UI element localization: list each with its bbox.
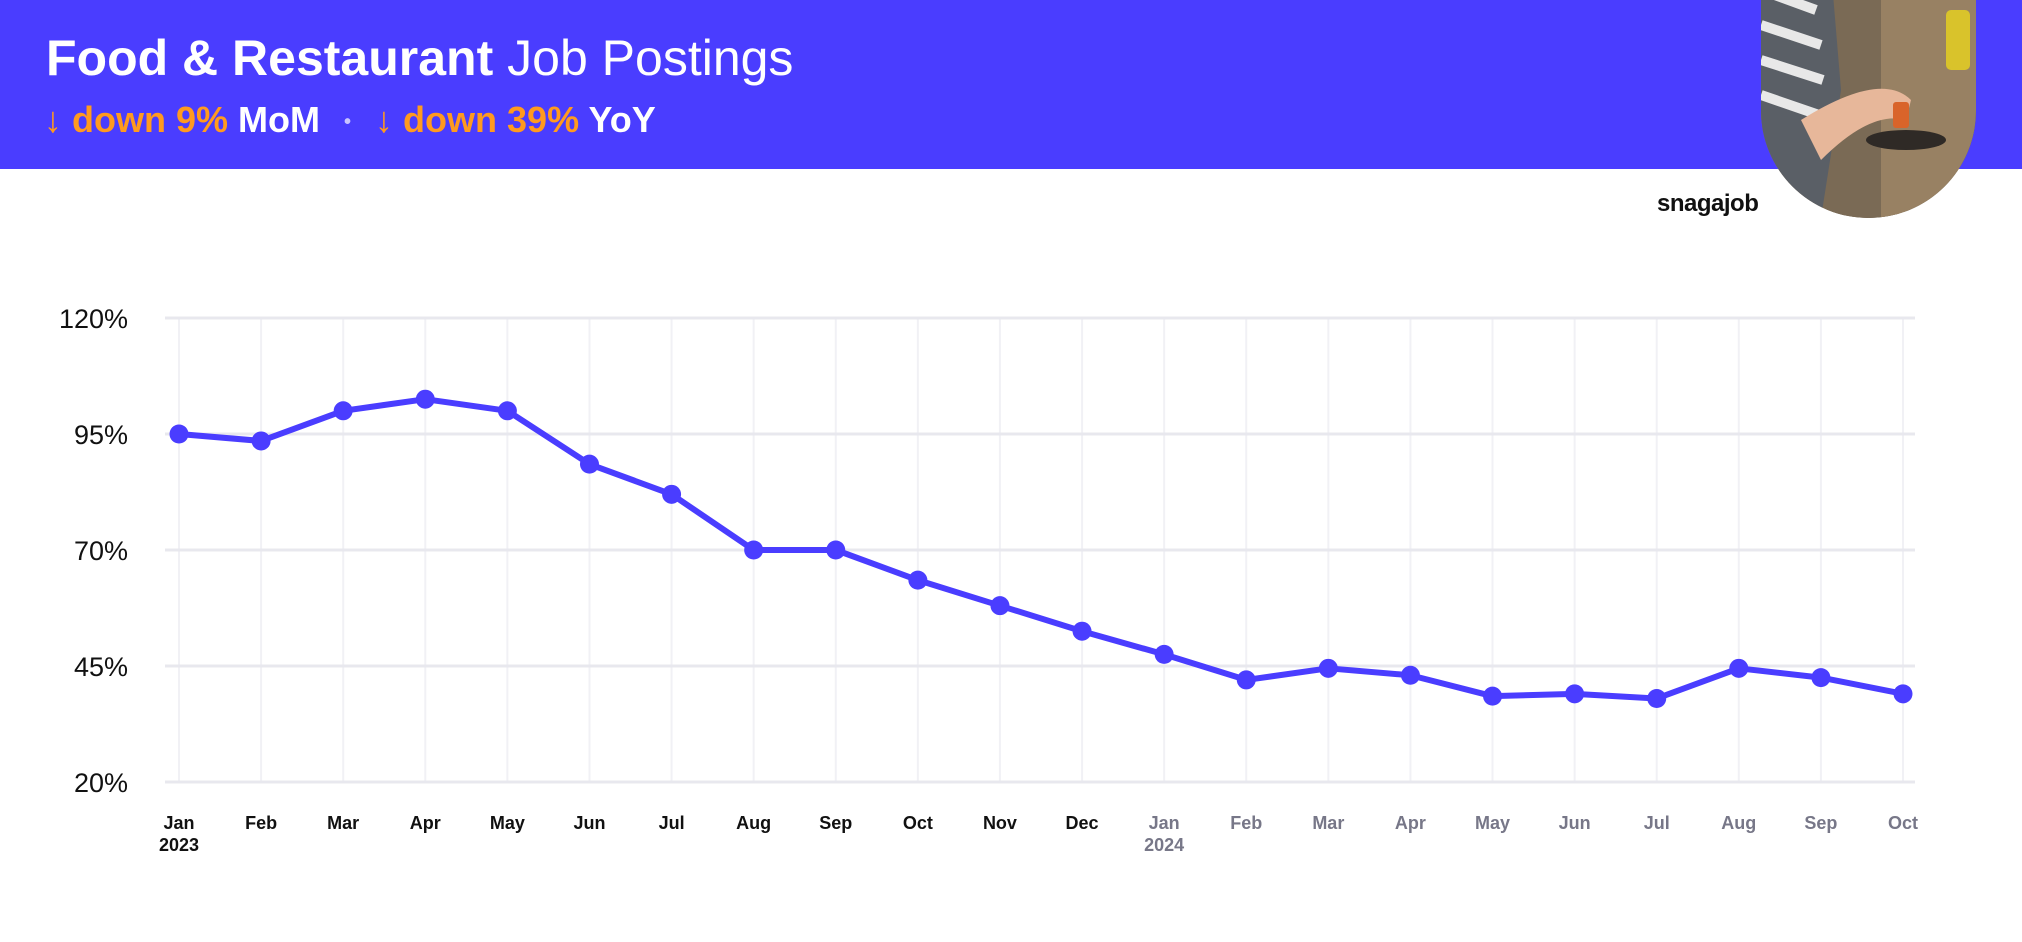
x-tick-label: Jan [1149,813,1180,833]
data-point [1893,684,1913,704]
data-point [1072,621,1092,641]
data-point [1811,668,1831,688]
data-point [1483,686,1503,706]
data-point [1565,684,1585,704]
x-tick-label: Apr [410,813,441,833]
data-point [908,570,928,590]
x-year-label: 2024 [1144,835,1184,855]
data-point [1400,665,1420,685]
x-tick-label: Feb [1230,813,1262,833]
x-year-label: 2023 [159,835,199,855]
y-tick-label: 45% [74,652,128,682]
mom-label: MoM [238,99,320,140]
separator-dot: • [344,111,352,134]
x-tick-label: May [1475,813,1510,833]
x-tick-label: Aug [736,813,771,833]
data-point [333,401,353,421]
brand-logo: snagajob [1657,190,1759,217]
x-tick-label: Feb [245,813,277,833]
data-point [497,401,517,421]
title-bold: Food & Restaurant [46,30,494,86]
x-tick-label: Jul [1644,813,1670,833]
data-point [1647,688,1667,708]
x-tick-label: Oct [903,813,933,833]
x-tick-label: Sep [1804,813,1837,833]
series-line [176,396,1906,702]
data-point [1318,658,1338,678]
data-point [1154,644,1174,664]
mom-change-value: ↓ down 9% [44,99,229,140]
x-tick-label: Aug [1721,813,1756,833]
horizontal-grid [165,316,1915,784]
data-point [415,389,435,409]
y-tick-label: 20% [74,768,128,798]
data-points [169,389,1913,708]
data-point [990,596,1010,616]
x-tick-label: Mar [1312,813,1344,833]
x-tick-label: Jul [659,813,685,833]
x-tick-label: Mar [327,813,359,833]
yoy-label: YoY [588,99,656,140]
y-tick-label: 70% [74,536,128,566]
x-tick-label: Sep [819,813,852,833]
change-summary: ↓ down 9% MoM • ↓ down 39% YoY [44,98,656,144]
x-tick-label: May [490,813,525,833]
x-tick-label: Dec [1066,813,1099,833]
data-point [1236,670,1256,690]
x-tick-label: Oct [1888,813,1918,833]
title-light: Job Postings [507,30,794,86]
x-tick-label: Jan [163,813,194,833]
data-point [579,454,599,474]
x-tick-label: Jun [1559,813,1591,833]
data-point [662,484,682,504]
yoy-change-value: ↓ down 39% [375,99,580,140]
y-axis-ticks: 120% 95% 70% 45% 20% [59,304,128,798]
header-banner: Food & Restaurant Job Postings ↓ down 9%… [0,0,2022,169]
data-point [251,431,271,451]
data-point [744,540,764,560]
page-title: Food & Restaurant Job Postings [46,26,793,90]
x-tick-label: Jun [573,813,605,833]
data-point [826,540,846,560]
x-tick-label: Nov [983,813,1017,833]
x-tick-label: Apr [1395,813,1426,833]
data-point [1729,658,1749,678]
y-tick-label: 95% [74,420,128,450]
y-tick-label: 120% [59,304,128,334]
data-point [169,424,189,444]
